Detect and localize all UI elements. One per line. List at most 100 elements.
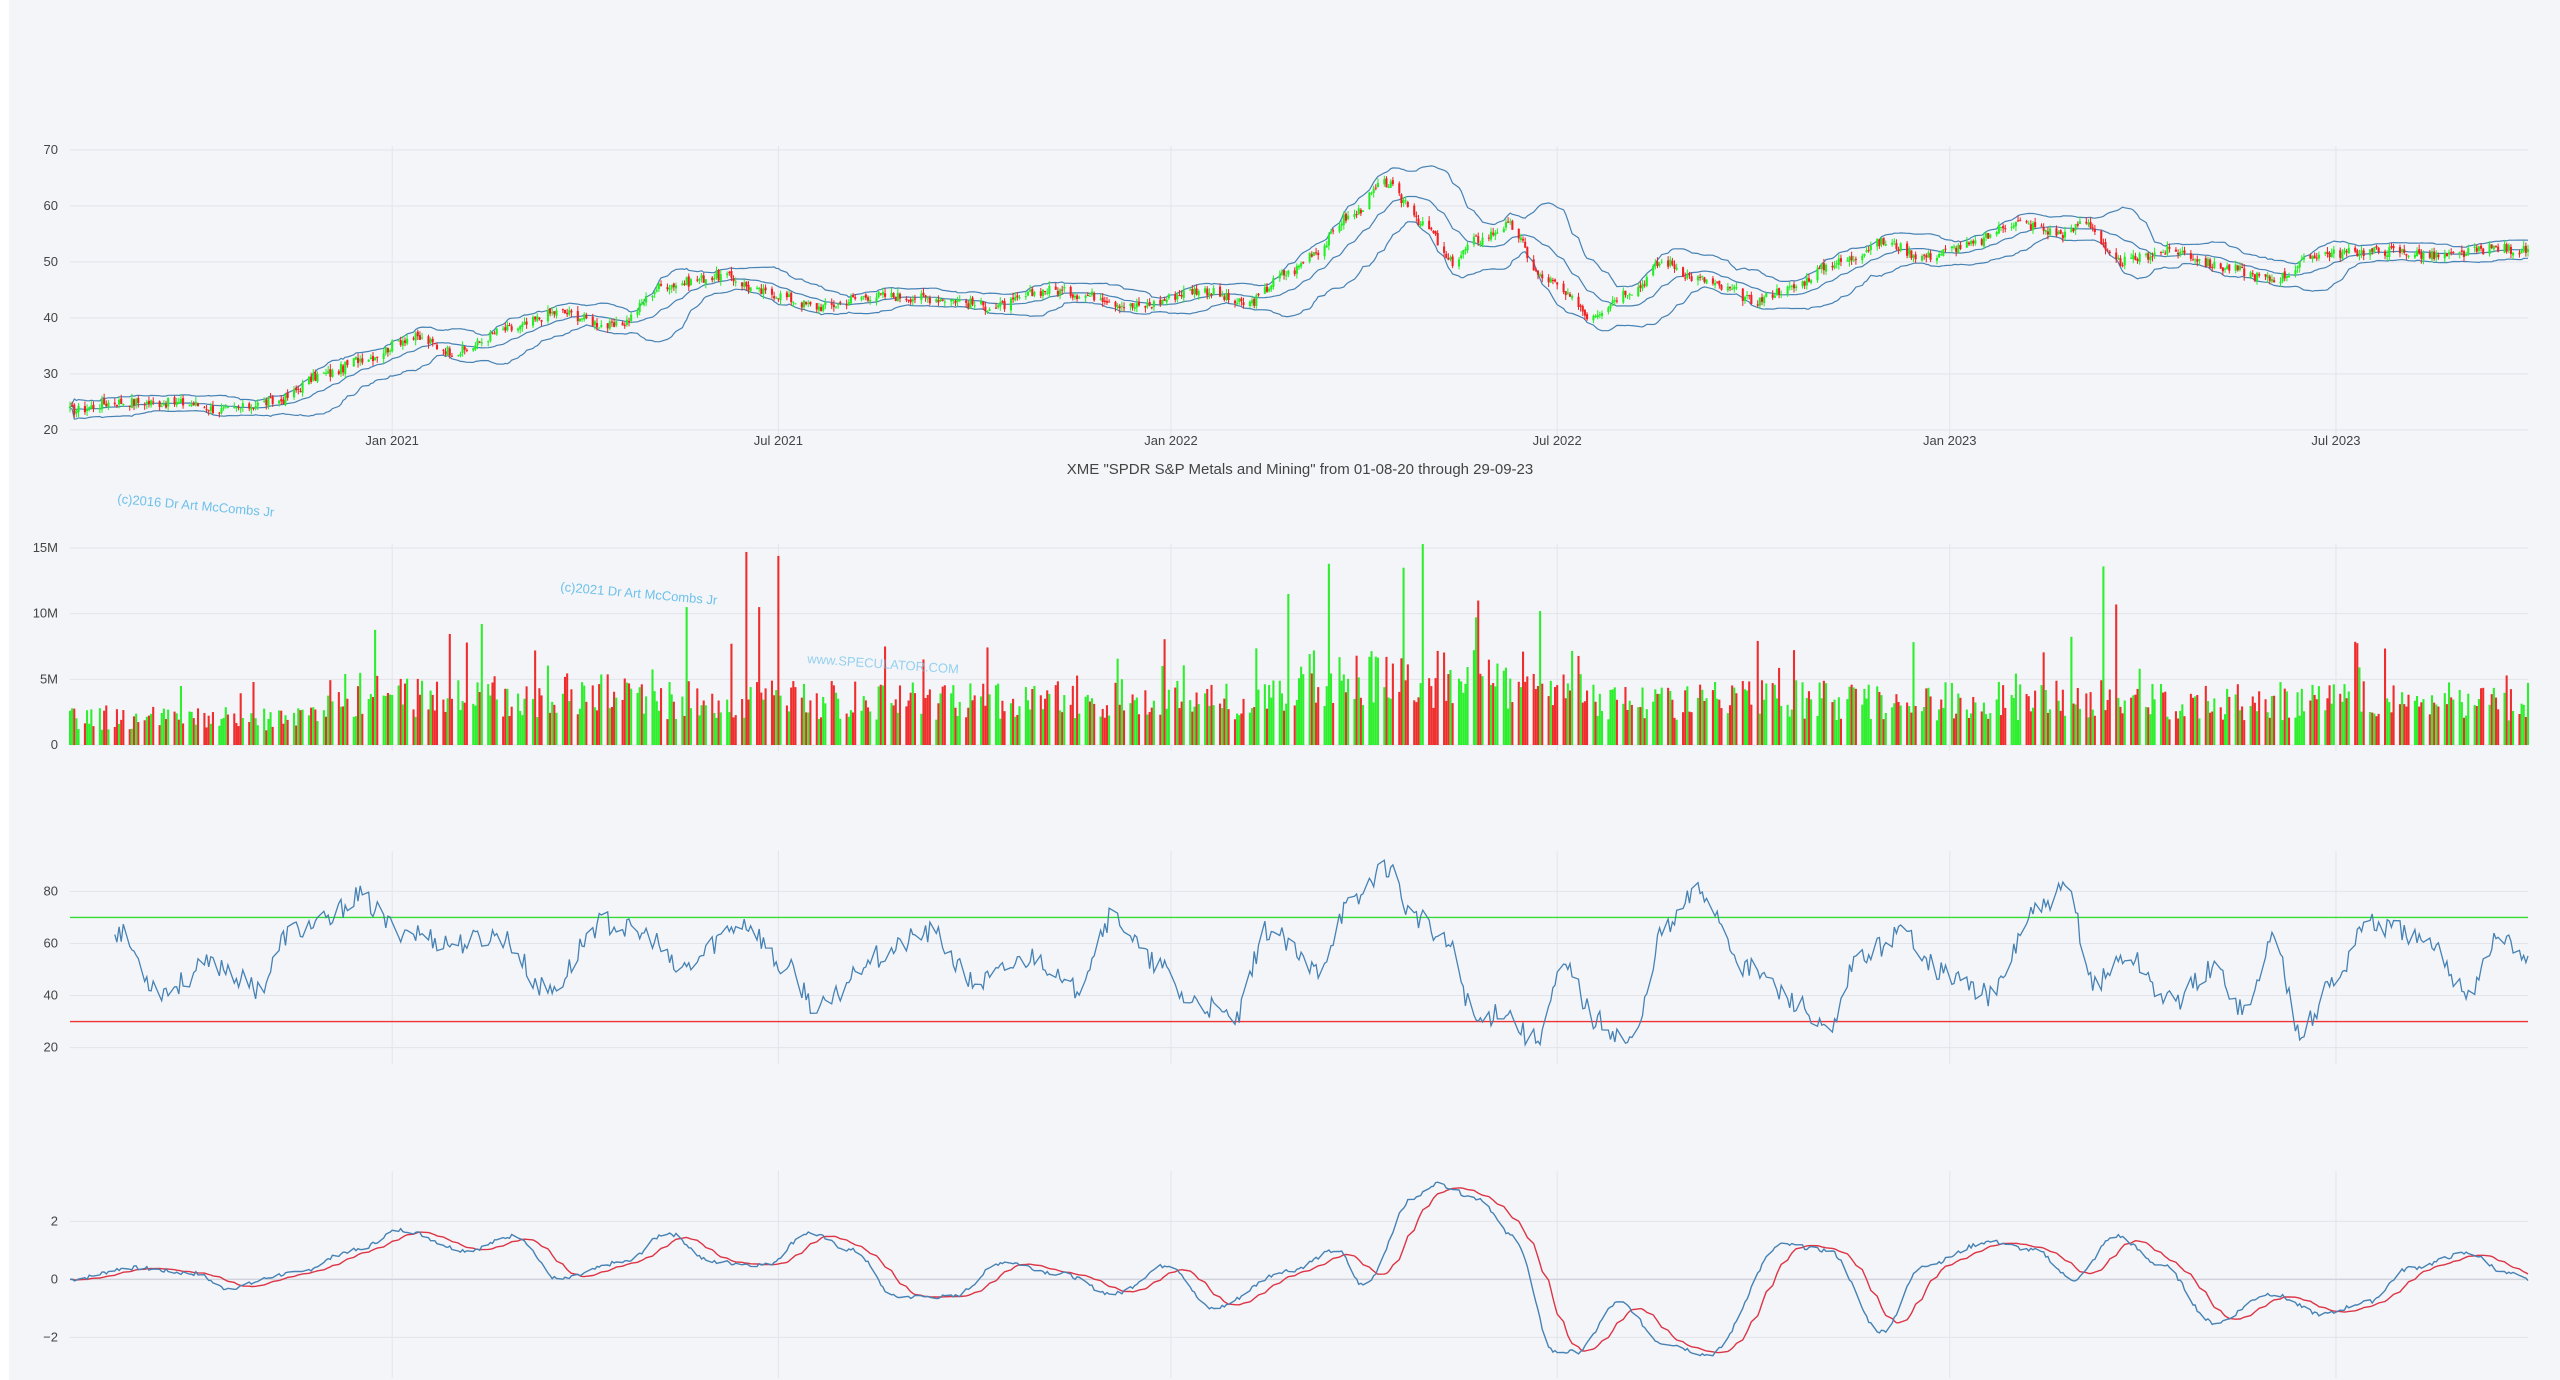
candle-body bbox=[1310, 254, 1313, 257]
candle-body bbox=[2025, 221, 2028, 223]
candle-body bbox=[429, 339, 432, 343]
volume-bar bbox=[608, 708, 611, 745]
volume-bar bbox=[115, 709, 118, 745]
candle-body bbox=[1265, 286, 1269, 292]
volume-bar bbox=[636, 692, 639, 745]
volume-bars[interactable] bbox=[68, 544, 2530, 745]
candle-body bbox=[2194, 259, 2197, 261]
volume-bar bbox=[2019, 684, 2022, 745]
rsi-panel[interactable] bbox=[70, 859, 2529, 1047]
volume-bar bbox=[431, 694, 434, 745]
volume-bar bbox=[2017, 719, 2020, 745]
candle-body bbox=[2287, 276, 2291, 278]
candle-body bbox=[254, 406, 257, 408]
volume-bar bbox=[958, 701, 961, 745]
candle-body bbox=[226, 406, 229, 408]
candle-body bbox=[2462, 251, 2466, 257]
volume-bar bbox=[1654, 689, 1657, 745]
candle-body bbox=[1404, 200, 1407, 202]
candle-body bbox=[1863, 253, 1866, 257]
volume-bar bbox=[2507, 720, 2510, 745]
candlestick-series[interactable] bbox=[68, 175, 2530, 418]
candle-body bbox=[173, 397, 176, 405]
volume-bar bbox=[2420, 702, 2423, 745]
volume-bar bbox=[1641, 687, 1644, 745]
candle-body bbox=[175, 401, 178, 406]
volume-bar bbox=[2488, 704, 2491, 745]
candle-body bbox=[1955, 247, 1958, 252]
candle-body bbox=[517, 328, 520, 331]
volume-bar bbox=[1353, 698, 1356, 745]
candle-body bbox=[100, 399, 104, 410]
candle-body bbox=[2196, 259, 2199, 262]
volume-bar bbox=[1686, 686, 1689, 745]
volume-bar bbox=[986, 647, 989, 745]
volume-bar bbox=[2121, 713, 2124, 745]
candle-body bbox=[764, 287, 767, 291]
candle-body bbox=[1248, 301, 1251, 306]
macd-panel[interactable] bbox=[69, 1181, 2529, 1357]
candle-body bbox=[2236, 265, 2239, 271]
candle-body bbox=[1760, 297, 1764, 302]
y-tick-label: 2 bbox=[51, 1213, 58, 1228]
volume-bar bbox=[1494, 686, 1497, 745]
candle-body bbox=[2004, 228, 2007, 230]
volume-bar bbox=[1720, 708, 1723, 745]
candle-body bbox=[1114, 301, 1117, 307]
candle-body bbox=[1756, 304, 1759, 306]
volume-bar bbox=[162, 708, 165, 745]
candle-body bbox=[1376, 182, 1379, 188]
volume-bar bbox=[1302, 674, 1305, 745]
volume-bar bbox=[71, 708, 74, 745]
candle-body bbox=[1449, 257, 1452, 260]
volume-bar bbox=[182, 723, 185, 745]
candle-body bbox=[1293, 270, 1296, 275]
candle-body bbox=[583, 314, 586, 320]
candle-body bbox=[598, 327, 601, 329]
volume-bar bbox=[1507, 708, 1510, 745]
volume-bar bbox=[1865, 698, 1868, 745]
candle-body bbox=[1869, 245, 1872, 251]
volume-bar bbox=[937, 703, 940, 745]
volume-bar bbox=[2398, 704, 2402, 745]
volume-bar bbox=[143, 720, 146, 745]
volume-bar bbox=[1387, 697, 1390, 745]
volume-bar bbox=[1195, 692, 1198, 745]
volume-bar bbox=[1233, 719, 1237, 745]
volume-bar bbox=[1925, 688, 1928, 745]
candle-body bbox=[2512, 252, 2515, 256]
volume-bar bbox=[248, 722, 251, 745]
volume-bar bbox=[2191, 697, 2195, 745]
volume-bar bbox=[1255, 648, 1258, 745]
candle-body bbox=[1073, 295, 1077, 298]
candle-body bbox=[2264, 274, 2267, 277]
candle-body bbox=[1615, 300, 1618, 302]
candle-body bbox=[2452, 251, 2455, 253]
volume-bar bbox=[1626, 710, 1629, 745]
candle-body bbox=[2149, 256, 2152, 261]
volume-bar bbox=[301, 709, 304, 745]
candle-body bbox=[1315, 252, 1318, 254]
candle-body bbox=[75, 411, 78, 414]
candle-body bbox=[382, 353, 385, 359]
volume-bar bbox=[538, 688, 541, 745]
volume-bar bbox=[1899, 705, 1902, 745]
candle-body bbox=[137, 397, 140, 404]
candle-body bbox=[1972, 240, 1975, 244]
candle-body bbox=[1443, 246, 1446, 253]
volume-bar bbox=[1069, 704, 1072, 745]
volume-bar bbox=[135, 713, 138, 745]
candle-body bbox=[1835, 263, 1838, 265]
candle-body bbox=[1999, 226, 2003, 228]
candle-body bbox=[2209, 259, 2212, 268]
candle-body bbox=[2130, 257, 2133, 259]
volume-bar bbox=[224, 707, 227, 745]
volume-bar bbox=[788, 711, 791, 745]
volume-bar bbox=[2072, 703, 2075, 745]
volume-bar bbox=[256, 725, 259, 745]
candle-body bbox=[1374, 187, 1377, 189]
candle-body bbox=[2480, 245, 2483, 249]
volume-bar bbox=[1078, 713, 1081, 745]
volume-bar bbox=[2211, 711, 2214, 745]
volume-bar bbox=[561, 693, 564, 745]
